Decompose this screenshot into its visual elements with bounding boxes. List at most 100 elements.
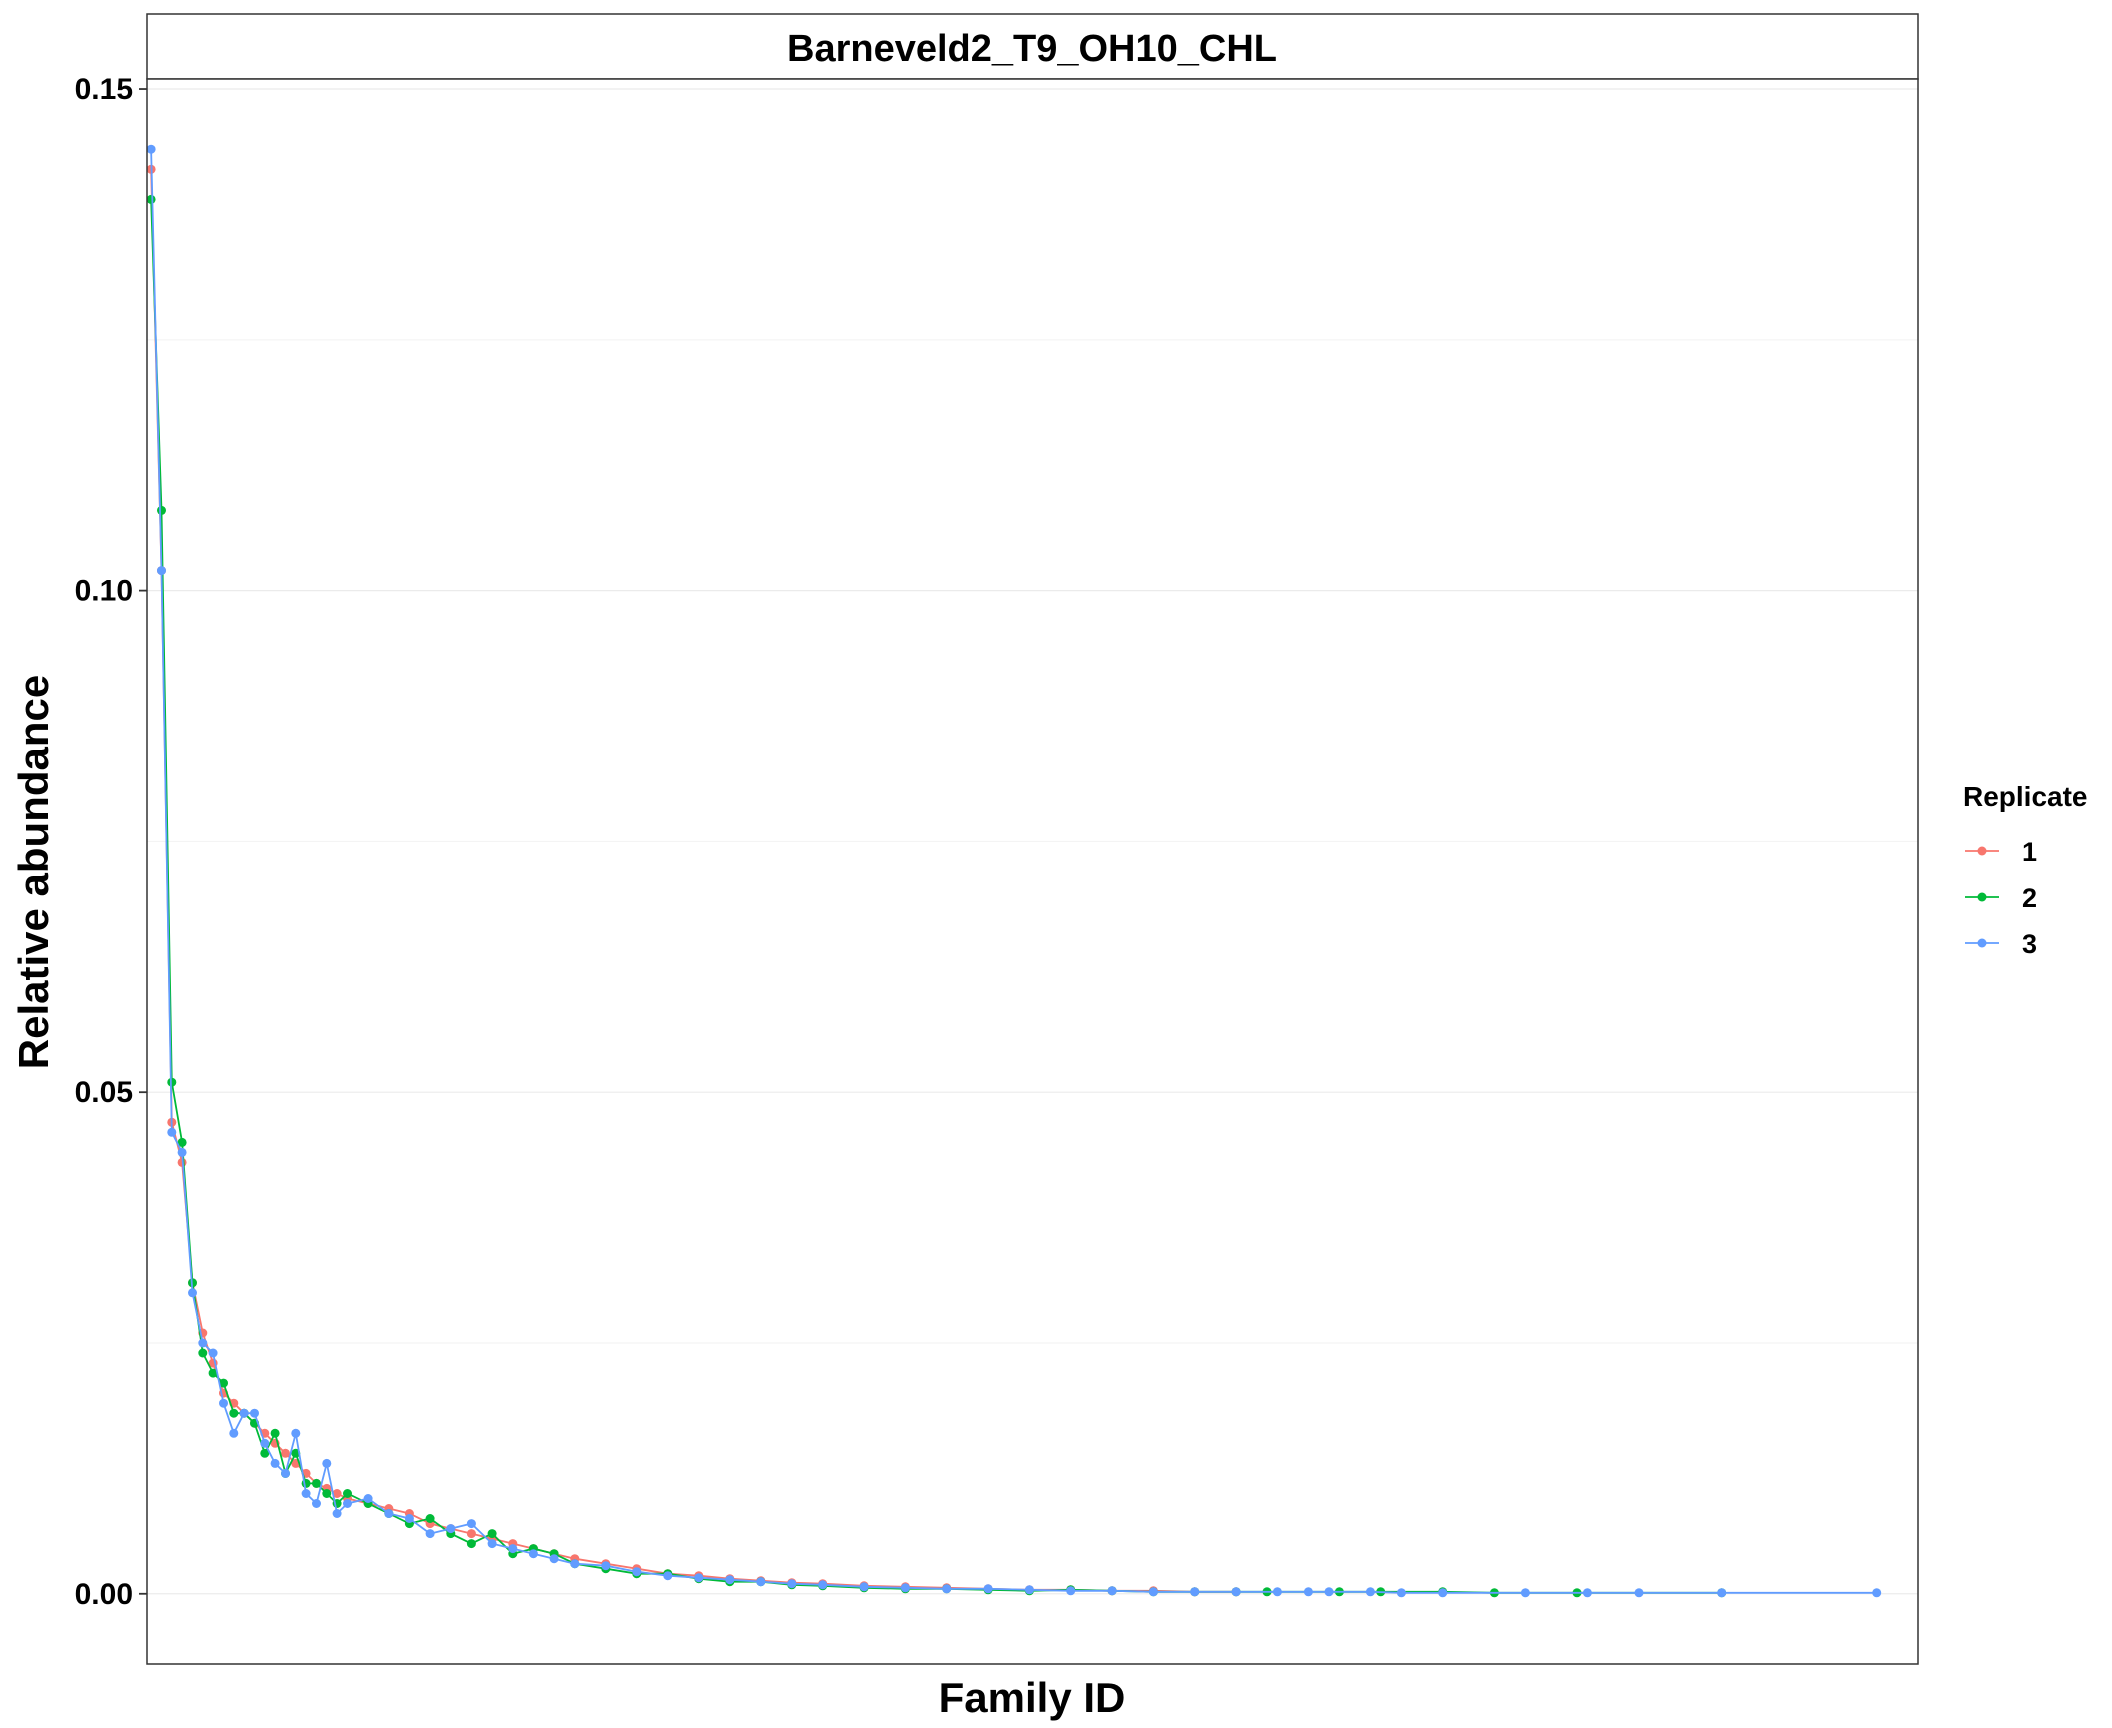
y-tick-label: 0.05 [75, 1076, 133, 1109]
data-point [900, 1583, 910, 1593]
data-point [859, 1582, 869, 1592]
data-point [312, 1478, 321, 1488]
data-point [167, 1077, 177, 1087]
data-point [332, 1509, 342, 1518]
data-point [1107, 1586, 1117, 1596]
data-point [466, 1539, 476, 1549]
data-point [425, 1514, 435, 1523]
data-point [167, 1127, 177, 1137]
data-point [1190, 1587, 1200, 1597]
data-point [188, 1288, 197, 1298]
legend: Replicate 1 2 3 [1963, 781, 2088, 959]
data-point [332, 1489, 342, 1498]
data-point [260, 1448, 270, 1458]
facet-strip [146, 13, 1919, 80]
data-point [1024, 1585, 1034, 1595]
data-point [208, 1348, 218, 1358]
data-point [146, 194, 156, 204]
data-point [1872, 1588, 1882, 1598]
data-point [466, 1519, 476, 1529]
series-3 [146, 144, 1882, 1598]
y-tick-label: 0.10 [75, 575, 133, 608]
data-point [487, 1529, 497, 1539]
y-axis: 0.00 0.05 0.10 0.15 [75, 73, 147, 1611]
data-point [157, 566, 166, 576]
data-point [229, 1428, 239, 1438]
data-point [787, 1579, 797, 1589]
legend-item-3: 3 [1965, 929, 2037, 959]
data-point [1066, 1586, 1076, 1596]
data-point [1582, 1588, 1592, 1598]
data-point [1231, 1587, 1241, 1597]
data-point [198, 1338, 208, 1348]
data-point [239, 1408, 249, 1418]
data-point [312, 1499, 321, 1508]
data-point [208, 1368, 218, 1378]
data-point [983, 1584, 993, 1594]
data-point [363, 1494, 373, 1503]
data-point [281, 1448, 290, 1458]
data-point [260, 1438, 270, 1448]
series-group [146, 144, 1882, 1598]
data-point [694, 1573, 704, 1583]
data-point [663, 1571, 673, 1581]
legend-label: 3 [2022, 929, 2037, 959]
data-point [446, 1524, 456, 1534]
legend-key-point [1977, 938, 1987, 948]
data-point [942, 1584, 952, 1594]
data-point [1303, 1587, 1313, 1597]
panel-border [146, 78, 1919, 1665]
data-point [1634, 1588, 1644, 1598]
data-point [549, 1554, 559, 1564]
data-point [1324, 1587, 1334, 1597]
data-point [528, 1549, 538, 1559]
data-point [384, 1509, 394, 1518]
data-point [1396, 1588, 1406, 1598]
data-point [146, 144, 156, 154]
data-point [219, 1378, 228, 1388]
data-point [1520, 1588, 1530, 1598]
data-point [466, 1529, 476, 1539]
legend-key-point [1977, 892, 1987, 902]
legend-label: 1 [2022, 837, 2037, 867]
legend-item-1: 1 [1965, 837, 2037, 867]
x-axis-title: Family ID [939, 1674, 1126, 1721]
data-point [818, 1580, 828, 1590]
gridlines [147, 88, 1918, 1595]
data-point [343, 1499, 352, 1508]
data-point [404, 1514, 414, 1523]
data-point [198, 1348, 208, 1358]
data-point [157, 505, 166, 515]
data-point [725, 1575, 735, 1585]
legend-label: 2 [2022, 883, 2037, 913]
data-point [229, 1408, 239, 1418]
y-tick-label: 0.00 [75, 1578, 133, 1611]
data-point [291, 1428, 301, 1438]
legend-keys: 1 2 3 [1965, 837, 2037, 959]
data-point [270, 1428, 280, 1438]
y-tick-label: 0.15 [75, 73, 133, 106]
data-point [343, 1489, 352, 1498]
data-point [570, 1559, 580, 1569]
data-point [219, 1398, 228, 1408]
y-axis-title: Relative abundance [10, 675, 57, 1069]
data-point [281, 1468, 290, 1478]
data-point [508, 1544, 518, 1554]
data-point [1272, 1587, 1282, 1597]
data-point [632, 1567, 642, 1577]
data-point [270, 1458, 280, 1468]
data-point [322, 1458, 332, 1468]
data-point [1148, 1587, 1158, 1597]
legend-item-2: 2 [1965, 883, 2037, 913]
data-point [601, 1561, 611, 1571]
data-point [487, 1539, 497, 1549]
data-point [1438, 1588, 1448, 1598]
data-point [1365, 1587, 1375, 1597]
data-point [425, 1529, 435, 1539]
legend-key-point [1977, 846, 1987, 856]
plot-panel [147, 79, 1918, 1664]
data-point [756, 1577, 766, 1587]
data-point [322, 1489, 332, 1498]
data-point [177, 1137, 187, 1147]
